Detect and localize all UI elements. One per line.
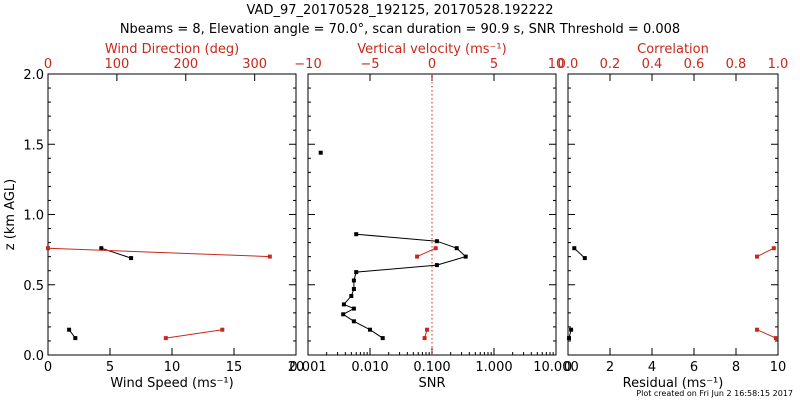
data-point <box>755 254 759 259</box>
top-axis-label: Correlation <box>637 42 709 57</box>
plot-created-note: Plot created on Fri Jun 2 16:58:15 2017 <box>636 389 793 398</box>
top-tick-label: 100 <box>104 57 129 72</box>
x-tick-label: 0 <box>44 360 52 375</box>
data-point <box>349 294 354 298</box>
data-point <box>354 232 359 237</box>
x-tick-label: 1.000 <box>475 360 512 375</box>
panel-wind: 0.0 0.5 1.0 1.5 2.0 z (km AGL) 0 5 10 15 20 Wind Sp… <box>3 42 304 391</box>
title-line-2: Nbeams = 8, Elevation angle = 70.0°, sca… <box>120 22 680 37</box>
data-point <box>341 312 346 317</box>
x-tick-label: 0.100 <box>413 360 450 375</box>
x-tick-label: 5 <box>106 360 114 375</box>
data-point <box>582 256 587 261</box>
x-axis-label: SNR <box>418 376 445 391</box>
series-line <box>756 247 775 258</box>
data-point <box>434 239 439 244</box>
data-point <box>267 254 272 259</box>
data-point <box>99 246 104 251</box>
data-point <box>67 327 72 332</box>
data-point <box>567 336 571 341</box>
data-point <box>755 327 759 332</box>
data-point <box>354 270 359 275</box>
y-tick-label: 0.5 <box>23 279 44 294</box>
y-tick-label: 1.5 <box>23 138 44 153</box>
x-tick-label: 10.000 <box>533 360 579 375</box>
panel-snr: 0.001 0.010 0.100 1.000 10.000 SNR −10 −5 0 5 10 Ve… <box>289 42 578 391</box>
top-tick-label: 0.6 <box>684 57 705 72</box>
x-tick-label: 10 <box>164 360 181 375</box>
x-tick-label: 2 <box>606 360 614 375</box>
series-line <box>165 329 223 339</box>
x-tick-label: 0 <box>564 360 572 375</box>
data-point <box>163 336 168 341</box>
data-point <box>434 263 439 268</box>
data-point <box>341 302 346 307</box>
top-axis-label: Vertical velocity (ms⁻¹) <box>357 42 506 57</box>
x-tick-label: 10 <box>770 360 787 375</box>
top-tick-label: 0 <box>44 57 52 72</box>
top-tick-label: 0.0 <box>558 57 579 72</box>
x-tick-label: 6 <box>690 360 698 375</box>
data-point <box>318 150 323 155</box>
data-point <box>368 327 372 332</box>
data-point <box>46 246 50 251</box>
top-tick-label: 0.8 <box>726 57 747 72</box>
x-tick-label: 20 <box>288 360 305 375</box>
title-line-1: VAD_97_20170528_192125, 20170528.192222 <box>247 3 554 18</box>
data-point <box>351 287 356 291</box>
data-point <box>572 246 577 251</box>
x-axis-label: Wind Speed (ms⁻¹) <box>110 376 233 391</box>
x-tick-label: 0.010 <box>351 360 388 375</box>
series-line <box>101 247 132 259</box>
data-point <box>433 246 438 251</box>
top-tick-label: 300 <box>242 57 267 72</box>
data-point <box>351 278 356 283</box>
data-point <box>351 319 356 324</box>
data-point <box>351 306 356 311</box>
x-tick-label: 4 <box>648 360 656 375</box>
data-point <box>454 246 459 251</box>
y-tick-label: 0.0 <box>23 349 44 364</box>
panel-residual: 0 2 4 6 8 10 Residual (ms⁻¹) 0.0 0.2 0.4 0.6 0.8 1.0… <box>558 42 789 391</box>
data-point <box>463 254 468 259</box>
data-point <box>73 336 78 341</box>
x-tick-label: 8 <box>732 360 740 375</box>
series-line <box>47 247 270 258</box>
top-tick-label: 0.2 <box>600 57 621 72</box>
top-tick-label: 200 <box>173 57 198 72</box>
data-point <box>415 254 420 259</box>
y-tick-label: 1.0 <box>23 209 44 224</box>
x-axis-label: Residual (ms⁻¹) <box>623 376 724 391</box>
top-axis-label: Wind Direction (deg) <box>105 42 239 57</box>
top-tick-label: 10 <box>548 57 565 72</box>
plot-frame <box>567 73 779 356</box>
data-point <box>220 327 225 332</box>
data-point <box>771 246 776 251</box>
data-point <box>422 336 427 341</box>
top-tick-label: 5 <box>490 57 498 72</box>
x-tick-label: 0.001 <box>289 360 326 375</box>
data-point <box>569 327 574 332</box>
y-tick-label: 2.0 <box>23 68 44 83</box>
top-tick-label: 0 <box>428 57 436 72</box>
top-tick-label: −10 <box>294 57 321 72</box>
y-axis-label: z (km AGL) <box>3 179 18 250</box>
data-point <box>380 336 385 341</box>
data-point <box>425 327 429 332</box>
series-line <box>342 233 467 339</box>
data-point <box>129 256 134 261</box>
series-line <box>756 329 777 339</box>
data-point <box>773 336 778 341</box>
x-tick-label: 15 <box>226 360 243 375</box>
plot-frame <box>47 73 297 356</box>
top-tick-label: 1.0 <box>768 57 789 72</box>
series-line <box>416 247 436 258</box>
top-tick-label: 0.4 <box>642 57 663 72</box>
top-tick-label: −5 <box>360 57 379 72</box>
